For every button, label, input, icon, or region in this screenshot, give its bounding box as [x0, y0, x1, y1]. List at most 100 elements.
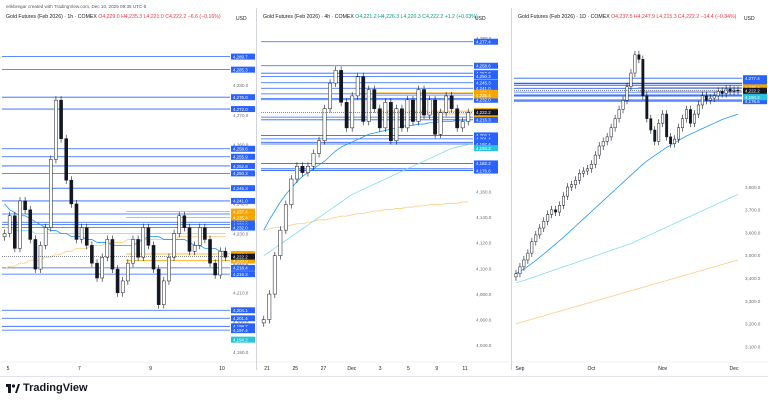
level-label: 4,201.4 [476, 137, 491, 142]
level-label-bg [474, 62, 498, 69]
axis-unit: USD [744, 16, 755, 22]
candle-up [105, 239, 110, 258]
orange-level-label: 4,220.9 [233, 258, 248, 263]
chart-panel-1h[interactable]: 4,190.04,200.04,210.04,220.04,230.04,240… [0, 0, 255, 372]
candle-up [333, 70, 338, 84]
level-label-bg [231, 53, 255, 60]
candle-down [649, 118, 653, 131]
candle-down [669, 136, 673, 144]
level-label: 4,245.3 [476, 81, 491, 86]
candle-up [120, 280, 125, 294]
candle-up [534, 234, 538, 242]
chart-canvas: 4,190.04,200.04,210.04,220.04,230.04,240… [0, 53, 255, 372]
x-tick-label: Sep [516, 366, 525, 372]
x-tick-label: 7 [78, 366, 81, 372]
candle-up [192, 245, 197, 252]
level-label-bg [474, 38, 498, 45]
level-label-bg [474, 79, 498, 86]
candle-up [716, 91, 720, 97]
orange-level-label: 4,235.4 [233, 215, 248, 220]
candle-up [311, 153, 316, 167]
candle-up [54, 99, 58, 160]
y-tick-label: 3,800.0 [745, 185, 761, 190]
candle-up [438, 112, 443, 135]
ohlc-readout: O4,229.0 H4,235.3 L4,221.0 C4,222.2 −6.6… [98, 14, 221, 20]
candle-down [28, 209, 33, 240]
candle-down [653, 129, 657, 142]
candle-down [554, 209, 558, 213]
level-label: 4,216.3 [476, 118, 491, 123]
candle-up [724, 88, 728, 94]
chart-canvas: 4,040.0 4,060.0 4,080.0 4,100.0 4,120.0 4,140… [257, 36, 510, 372]
candle-up [350, 95, 355, 129]
level-label-bg [474, 116, 498, 123]
y-tick-label: 4,040.0 [476, 343, 492, 348]
panel-title-text: Gold Futures (Feb 2026) · 1h · COMEX [6, 14, 97, 20]
y-tick-label: 3,400.0 [745, 276, 761, 281]
candle-up [131, 239, 135, 264]
candle-up [272, 255, 277, 295]
x-tick-label: 5 [407, 366, 410, 372]
candle-down [74, 203, 79, 240]
candle-up [141, 227, 146, 258]
ohlc-readout: O4,221.2 H4,226.3 L4,220.3 C4,222.2 +1.2… [355, 14, 478, 20]
level-label: 4,285.3 [233, 67, 248, 72]
level-label: 4,258.6 [233, 147, 248, 152]
level-label-bg [474, 85, 498, 92]
candle-down [213, 262, 217, 276]
candle-up [444, 95, 449, 113]
candle-up [283, 204, 288, 231]
orange-level-label-bg [231, 214, 255, 221]
level-label: 4,218.4 [233, 266, 248, 271]
candle-up [593, 154, 597, 165]
candle-up [278, 229, 283, 256]
candle-down [665, 113, 669, 138]
y-tick-label: 4,200.0 [233, 320, 249, 325]
candle-up [366, 89, 371, 122]
level-label: 4,216.3 [233, 272, 248, 277]
level-label: 4,289.7 [233, 54, 248, 59]
chart-panel-1d[interactable]: 3,100.0 3,200.0 3,300.0 3,400.0 3,500.0 3,600… [512, 0, 768, 372]
chart-credit: erikbregar created with TradingView.com,… [6, 4, 147, 9]
level-label: 4,204.1 [476, 133, 491, 138]
y-tick-label: 4,280.0 [233, 83, 249, 88]
candle-up [581, 170, 585, 174]
x-tick-label: 10 [219, 366, 225, 372]
candle-up [394, 108, 399, 141]
orange-level-label: 4,237.4 [233, 209, 248, 214]
candle-up [306, 165, 310, 173]
candle-down [187, 227, 192, 252]
level-label: 4,197.4 [233, 328, 248, 333]
candle-up [416, 89, 421, 122]
tradingview-logo[interactable]: TradingView [6, 382, 88, 394]
teal-level-label-bg [743, 94, 767, 101]
ma-blue-line [263, 119, 469, 231]
candle-up [514, 273, 518, 278]
current-price-label: 4,222.2 [476, 110, 491, 115]
level-label: 4,255.9 [233, 155, 248, 160]
candle-down [344, 102, 349, 129]
candle-up [460, 121, 465, 129]
candle-up [585, 168, 589, 172]
level-label-bg [231, 271, 255, 278]
level-label: 4,241.0 [476, 86, 491, 91]
level-label-bg [231, 170, 255, 177]
candle-down [156, 268, 161, 305]
candle-up [712, 95, 716, 99]
teal-level-label: 4,194.2 [745, 95, 760, 100]
ohlc-readout: O4,237.5 H4,247.9 L4,215.3 C4,222.2 −14.… [611, 14, 737, 20]
candle-up [317, 140, 321, 154]
candle-up [609, 127, 613, 138]
candle-up [681, 118, 684, 128]
orange-level-label-bg [743, 84, 767, 91]
candle-down [59, 99, 63, 139]
y-tick-label: 4,060.0 [476, 317, 492, 322]
chart-panel-4h[interactable]: 4,040.0 4,060.0 4,080.0 4,100.0 4,120.0 4,140… [257, 0, 510, 372]
tradingview-logo-icon [6, 383, 20, 393]
level-label: 4,182.2 [476, 161, 491, 166]
x-tick-label: Oct [587, 366, 595, 372]
panel-title: Gold Futures (Feb 2026) · 1D · COMEX O4,… [518, 14, 736, 20]
candle-down [33, 239, 38, 270]
y-tick-label: 3,100.0 [745, 344, 761, 349]
y-tick-label: 3,700.0 [745, 208, 761, 213]
